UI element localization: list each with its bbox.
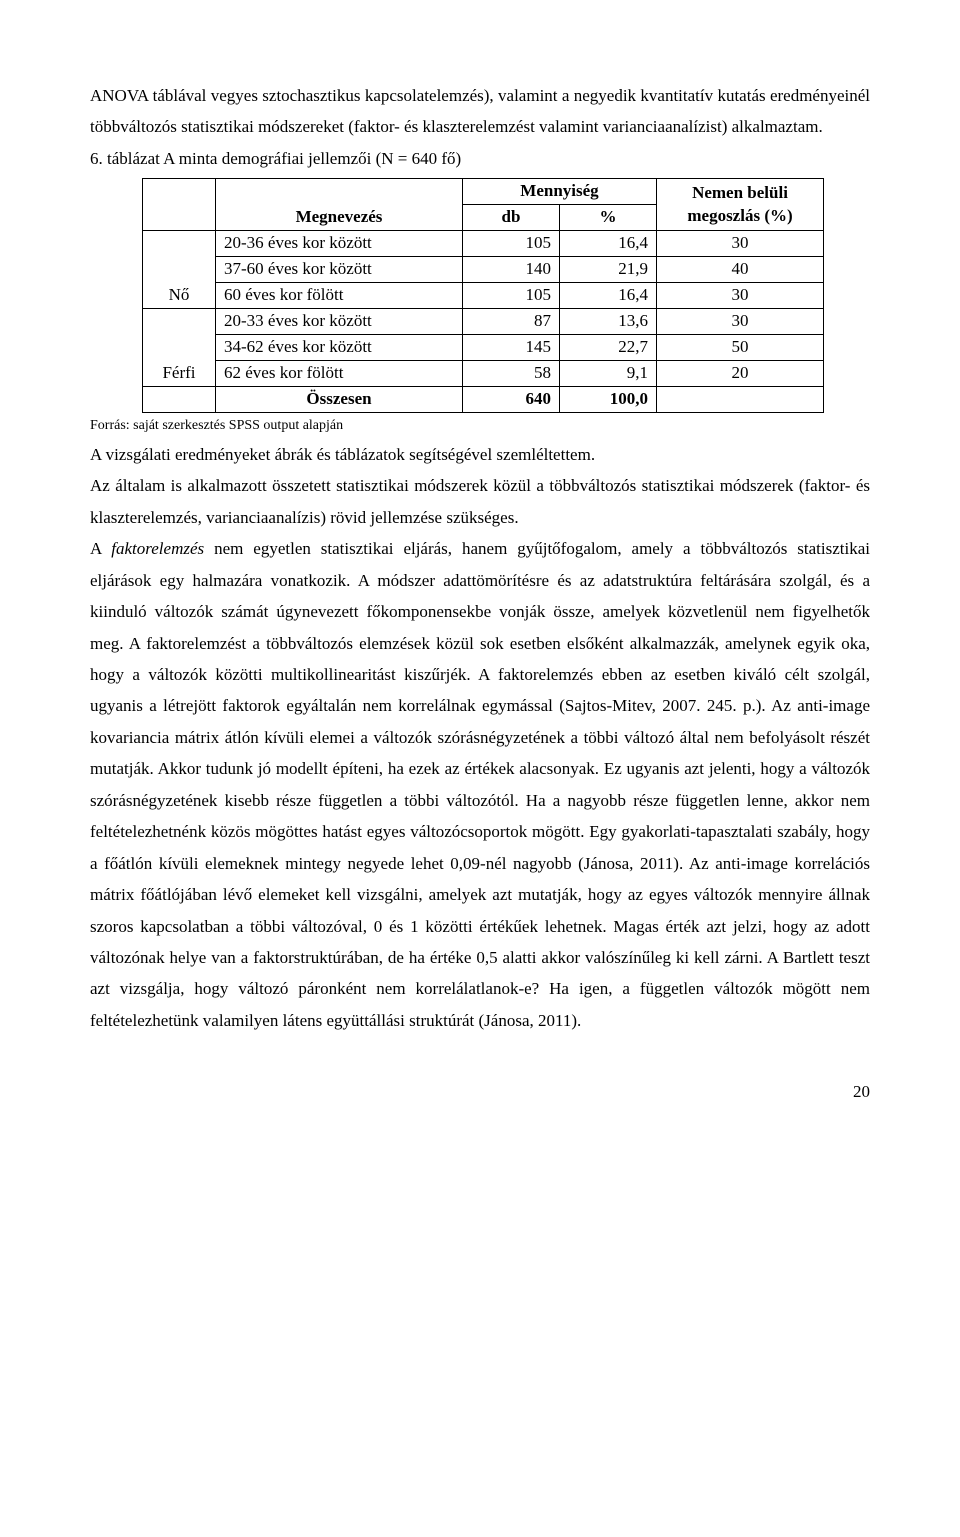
- table-row: Nő 20-36 éves kor között 105 16,4 30: [143, 231, 824, 257]
- row-share: 30: [657, 283, 824, 309]
- row-pct: 13,6: [560, 309, 657, 335]
- row-share: 50: [657, 334, 824, 360]
- row-share: 20: [657, 360, 824, 386]
- table-row: 34-62 éves kor között 145 22,7 50: [143, 334, 824, 360]
- hdr-empty: [143, 179, 216, 231]
- row-pct: 21,9: [560, 257, 657, 283]
- intro-paragraph: ANOVA táblával vegyes sztochasztikus kap…: [90, 80, 870, 143]
- p4-rest: nem egyetlen statisztikai eljárás, hanem…: [90, 539, 870, 1030]
- total-share: [657, 386, 824, 412]
- hdr-db: db: [463, 205, 560, 231]
- table-source: Forrás: saját szerkesztés SPSS output al…: [90, 417, 870, 435]
- total-db: 640: [463, 386, 560, 412]
- table-total-row: Összesen 640 100,0: [143, 386, 824, 412]
- row-db: 105: [463, 283, 560, 309]
- demographics-table: Megnevezés Mennyiség Nemen belüli megosz…: [142, 178, 824, 412]
- row-share: 40: [657, 257, 824, 283]
- body-p4: A faktorelemzés nem egyetlen statisztika…: [90, 533, 870, 1036]
- hdr-megnevezes: Megnevezés: [216, 179, 463, 231]
- row-name: 20-36 éves kor között: [216, 231, 463, 257]
- row-db: 58: [463, 360, 560, 386]
- p4-prefix: A: [90, 539, 111, 558]
- row-share: 30: [657, 309, 824, 335]
- total-pct: 100,0: [560, 386, 657, 412]
- total-empty: [143, 386, 216, 412]
- table-row: 62 éves kor fölött 58 9,1 20: [143, 360, 824, 386]
- row-share: 30: [657, 231, 824, 257]
- hdr-nemen: Nemen belüli megoszlás (%): [657, 179, 824, 231]
- table-row: Férfi 20-33 éves kor között 87 13,6 30: [143, 309, 824, 335]
- row-name: 34-62 éves kor között: [216, 334, 463, 360]
- row-name: 62 éves kor fölött: [216, 360, 463, 386]
- table-row: 60 éves kor fölött 105 16,4 30: [143, 283, 824, 309]
- row-pct: 16,4: [560, 231, 657, 257]
- body-p2: A vizsgálati eredményeket ábrák és táblá…: [90, 439, 870, 470]
- row-db: 105: [463, 231, 560, 257]
- total-label: Összesen: [216, 386, 463, 412]
- hdr-mennyiseg: Mennyiség: [463, 179, 657, 205]
- row-db: 145: [463, 334, 560, 360]
- row-name: 60 éves kor fölött: [216, 283, 463, 309]
- group-label-no: Nő: [143, 231, 216, 309]
- group-label-ferfi: Férfi: [143, 309, 216, 387]
- row-name: 37-60 éves kor között: [216, 257, 463, 283]
- body-p3: Az általam is alkalmazott összetett stat…: [90, 470, 870, 533]
- row-db: 87: [463, 309, 560, 335]
- p4-em: faktorelemzés: [111, 539, 204, 558]
- hdr-pct: %: [560, 205, 657, 231]
- row-pct: 16,4: [560, 283, 657, 309]
- table-row: 37-60 éves kor között 140 21,9 40: [143, 257, 824, 283]
- page-number: 20: [90, 1076, 870, 1107]
- row-pct: 9,1: [560, 360, 657, 386]
- row-name: 20-33 éves kor között: [216, 309, 463, 335]
- row-pct: 22,7: [560, 334, 657, 360]
- table-title: 6. táblázat A minta demográfiai jellemző…: [90, 143, 870, 174]
- row-db: 140: [463, 257, 560, 283]
